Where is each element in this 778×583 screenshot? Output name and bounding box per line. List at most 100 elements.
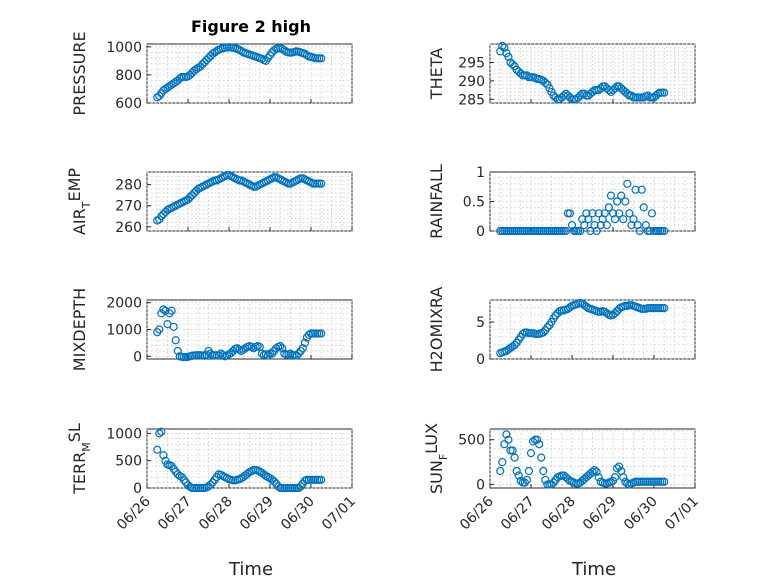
data-point xyxy=(547,480,556,489)
y-axis-label: THETA xyxy=(427,48,446,100)
data-point xyxy=(610,309,620,318)
data-point xyxy=(159,305,168,314)
data-point xyxy=(206,480,215,489)
data-point xyxy=(276,342,285,351)
data-point xyxy=(259,470,268,479)
x-axis-label-right: Time xyxy=(571,559,616,580)
data-point xyxy=(226,349,236,358)
data-point xyxy=(185,70,195,80)
x-tick-label: 06/26 xyxy=(114,493,154,533)
data-point xyxy=(229,346,238,356)
data-point xyxy=(169,79,178,88)
y-tick-label: 0 xyxy=(476,352,485,368)
data-point xyxy=(155,325,164,334)
y-tick-label: 1000 xyxy=(106,426,142,442)
data-point xyxy=(508,446,517,455)
y-tick-label: 500 xyxy=(115,454,142,470)
x-tick-label: 06/30 xyxy=(278,494,318,534)
data-point xyxy=(537,453,546,462)
data-point xyxy=(594,209,603,218)
data-point xyxy=(192,65,201,74)
y-tick-label: 5 xyxy=(476,315,485,331)
data-point xyxy=(592,226,601,236)
data-point xyxy=(161,306,170,315)
data-point xyxy=(524,466,534,476)
data-point xyxy=(600,209,609,218)
data-point xyxy=(612,464,622,473)
data-point xyxy=(153,93,162,102)
data-point xyxy=(584,215,593,224)
data-point xyxy=(304,330,314,339)
y-tick-label: 1000 xyxy=(106,323,142,339)
x-tick-label: 06/28 xyxy=(539,494,579,534)
y-tick-label: 0 xyxy=(133,349,142,365)
data-point xyxy=(214,351,223,360)
y-tick-label: 280 xyxy=(115,178,142,194)
y-axis-label: H2OMIXRA xyxy=(427,287,446,373)
data-point xyxy=(551,93,560,102)
data-point xyxy=(610,215,620,224)
data-point xyxy=(169,322,178,331)
data-point xyxy=(551,311,560,320)
data-point xyxy=(631,185,640,194)
data-point xyxy=(563,474,573,484)
y-tick-label: 260 xyxy=(115,220,142,236)
data-point xyxy=(208,49,217,58)
data-point xyxy=(619,473,628,482)
x-tick-label: 06/27 xyxy=(498,494,538,534)
data-point xyxy=(565,209,575,218)
y-tick-label: 0 xyxy=(476,477,485,493)
data-point xyxy=(590,466,599,475)
data-point xyxy=(543,323,552,332)
data-point xyxy=(210,48,219,57)
data-point xyxy=(496,466,505,476)
data-point xyxy=(218,350,227,360)
data-point xyxy=(317,179,326,188)
data-point xyxy=(196,62,205,71)
data-point xyxy=(202,56,211,65)
data-point xyxy=(249,344,258,353)
subplot-h2omixra: 0 5 H2OMIXRA xyxy=(427,287,696,373)
data-point xyxy=(233,344,242,353)
data-point xyxy=(576,226,585,236)
data-point xyxy=(163,83,172,92)
y-axis-label: SUNFLUX xyxy=(422,423,450,494)
data-point xyxy=(660,304,669,313)
data-point xyxy=(533,435,542,444)
data-point xyxy=(500,440,509,449)
data-point xyxy=(167,306,176,315)
data-point xyxy=(580,89,589,98)
data-point xyxy=(625,209,634,218)
data-point xyxy=(159,210,168,219)
data-point xyxy=(526,449,536,458)
y-tick-label: 270 xyxy=(115,199,142,215)
data-point xyxy=(278,344,287,353)
subplot-pressure: 600 800 1000 PRESSURE xyxy=(70,31,353,116)
data-point xyxy=(183,195,193,204)
data-point xyxy=(535,440,544,449)
y-tick-label: 285 xyxy=(458,92,485,108)
data-point xyxy=(588,209,597,218)
data-point xyxy=(592,467,601,477)
data-point xyxy=(241,344,250,353)
y-axis-label: AIRTEMP xyxy=(65,168,93,235)
data-point xyxy=(294,483,303,493)
data-point xyxy=(602,221,611,230)
data-point xyxy=(610,84,620,93)
data-point xyxy=(588,467,597,477)
data-point xyxy=(247,342,256,352)
data-point xyxy=(243,469,252,478)
data-point xyxy=(612,197,622,206)
data-point xyxy=(175,74,184,83)
subplot-mixdepth: 0 1000 2000 MIXDEPTH xyxy=(70,288,353,371)
y-tick-label: 0 xyxy=(133,481,142,497)
data-point xyxy=(615,209,624,218)
data-point xyxy=(173,346,182,356)
data-point xyxy=(541,475,550,485)
data-point xyxy=(204,53,213,63)
data-point xyxy=(623,89,632,98)
data-point xyxy=(604,203,614,212)
y-axis-label: PRESSURE xyxy=(70,31,89,115)
data-point xyxy=(639,203,648,212)
